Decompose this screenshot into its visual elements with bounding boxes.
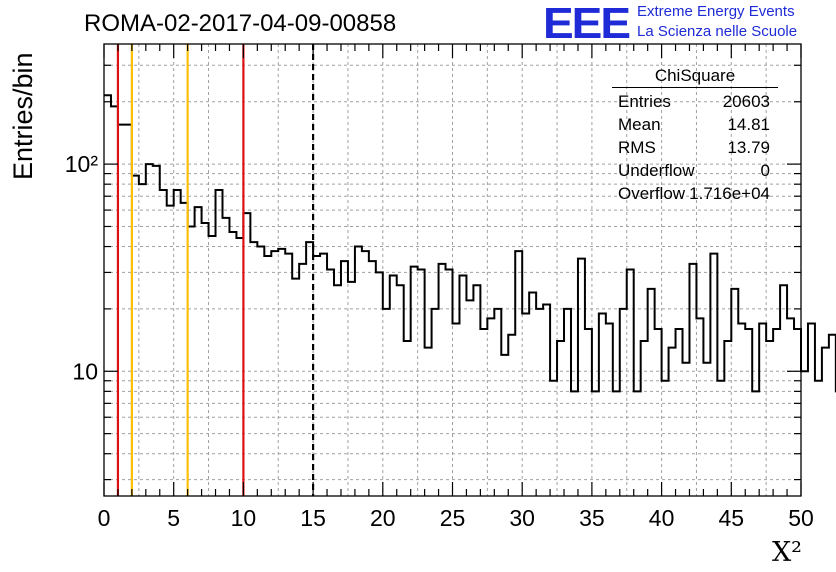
stats-value: 1.716e+04 bbox=[689, 184, 770, 203]
axis-ticks: 0 5 10 15 20 25 30 35 40 45 50 10 10² bbox=[65, 44, 814, 531]
x-tick-label: 45 bbox=[719, 505, 745, 531]
x-tick-label: 25 bbox=[440, 505, 466, 531]
stats-box: ChiSquare Entries 20603 Mean 14.81 RMS 13.7… bbox=[612, 66, 778, 205]
x-tick-label: 50 bbox=[788, 505, 814, 531]
stats-row-rms: RMS 13.79 bbox=[612, 136, 778, 159]
histogram bbox=[104, 94, 836, 393]
stats-label: Entries bbox=[618, 92, 671, 111]
stats-label: RMS bbox=[618, 138, 656, 157]
stats-label: Overflow bbox=[618, 184, 686, 203]
y-tick-label: 10² bbox=[65, 151, 99, 177]
grid-lines bbox=[104, 44, 801, 496]
y-axis-label: Entries/bin bbox=[8, 52, 38, 180]
x-tick-label: 30 bbox=[509, 505, 535, 531]
x-tick-label: 35 bbox=[579, 505, 605, 531]
reference-lines bbox=[116, 44, 315, 496]
stats-row-mean: Mean 14.81 bbox=[612, 113, 778, 136]
x-tick-label: 40 bbox=[649, 505, 675, 531]
stats-row-underflow: Underflow 0 bbox=[612, 159, 778, 182]
x-tick-label: 5 bbox=[167, 505, 180, 531]
stats-value: 0 bbox=[760, 161, 770, 180]
y-tick-label: 10 bbox=[72, 358, 98, 384]
logo-line-2: La Scienza nelle Scuole bbox=[637, 23, 798, 40]
stats-label: Mean bbox=[618, 115, 661, 134]
logo-line-1: Extreme Energy Events bbox=[637, 3, 795, 20]
x-tick-label: 20 bbox=[370, 505, 396, 531]
stats-title: ChiSquare bbox=[612, 66, 778, 88]
histogram-step-line bbox=[104, 94, 836, 393]
plot-title: ROMA-02-2017-04-09-00858 bbox=[84, 10, 397, 37]
eee-logo: EEE bbox=[543, 0, 631, 48]
x-tick-label: 0 bbox=[98, 505, 111, 531]
stats-row-overflow: Overflow 1.716e+04 bbox=[612, 182, 778, 205]
stats-value: 13.79 bbox=[727, 138, 770, 157]
stats-value: 20603 bbox=[722, 92, 770, 111]
stats-value: 14.81 bbox=[727, 115, 770, 134]
x-axis-label: X² bbox=[771, 537, 802, 568]
stats-label: Underflow bbox=[618, 161, 695, 180]
x-tick-label: 10 bbox=[231, 505, 257, 531]
stats-row-entries: Entries 20603 bbox=[612, 90, 778, 113]
x-tick-label: 15 bbox=[300, 505, 326, 531]
logo-caption: Extreme Energy Events La Scienza nelle S… bbox=[637, 2, 797, 42]
